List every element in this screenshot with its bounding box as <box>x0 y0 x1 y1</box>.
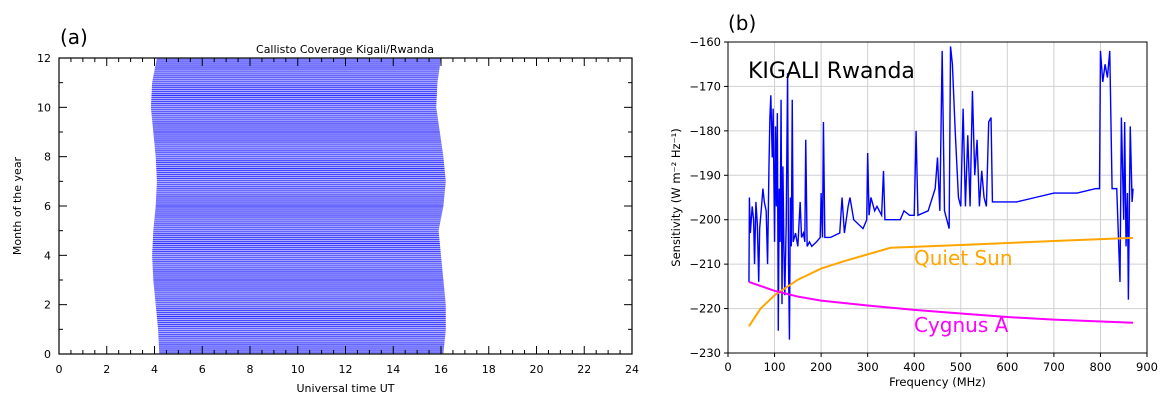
y-tick-label: −210 <box>689 257 721 271</box>
x-tick-label: 300 <box>857 360 879 374</box>
x-tick-label: 6 <box>199 363 206 376</box>
series-line-kigali-spectrum <box>748 46 1134 340</box>
x-tick-label: 4 <box>151 363 158 376</box>
y-axis-label-a: Month of the year <box>11 156 24 255</box>
x-tick-label: 0 <box>56 363 63 376</box>
y-tick-label: 12 <box>37 52 51 65</box>
y-axis-label-b: Sensitivity (W m⁻² Hz⁻¹) <box>669 128 683 266</box>
x-tick-label: 18 <box>482 363 496 376</box>
y-tick-label: −230 <box>689 346 721 360</box>
x-tick-label: 500 <box>950 360 972 374</box>
annotation-kigali-rwanda: KIGALI Rwanda <box>748 59 915 84</box>
series-line-quiet-sun <box>748 236 1134 327</box>
chart-title-a: Callisto Coverage Kigali/Rwanda <box>256 43 434 56</box>
y-tick-label: 0 <box>44 348 51 361</box>
plot-frame-b <box>727 41 1148 354</box>
x-axis-label-b: Frequency (MHz) <box>889 375 986 389</box>
x-tick-label: 700 <box>1043 360 1065 374</box>
panel-label-a: (a) <box>60 25 88 49</box>
y-tick-label: 4 <box>44 249 51 262</box>
x-tick-label: 20 <box>530 363 544 376</box>
x-tick-label: 8 <box>247 363 254 376</box>
x-tick-label: 24 <box>625 363 639 376</box>
x-tick-label: 200 <box>810 360 832 374</box>
y-tick-label: −170 <box>689 79 721 93</box>
y-tick-label: −220 <box>689 302 721 316</box>
y-tick-label: −160 <box>689 35 721 49</box>
y-tick-label: −200 <box>689 213 721 227</box>
x-tick-label: 12 <box>339 363 353 376</box>
y-tick-label: 6 <box>44 200 51 213</box>
x-tick-label: 400 <box>903 360 925 374</box>
y-tick-label: 2 <box>44 299 51 312</box>
x-tick-label: 14 <box>386 363 400 376</box>
x-axis-label-a: Universal time UT <box>296 382 394 395</box>
label-quiet-sun: Quiet Sun <box>914 246 1013 270</box>
y-tick-label: −190 <box>689 168 721 182</box>
x-tick-label: 900 <box>1136 360 1158 374</box>
x-tick-label: 600 <box>996 360 1018 374</box>
y-tick-label: −180 <box>689 124 721 138</box>
x-tick-label: 10 <box>291 363 305 376</box>
y-tick-label: 8 <box>44 151 51 164</box>
x-tick-label: 22 <box>577 363 591 376</box>
x-tick-label: 100 <box>764 360 786 374</box>
series-line-cygnus-a <box>748 280 1134 324</box>
x-tick-label: 0 <box>724 360 731 374</box>
y-tick-label: 10 <box>37 101 51 114</box>
x-tick-label: 2 <box>103 363 110 376</box>
x-tick-label: 800 <box>1089 360 1111 374</box>
label-cygnus-a: Cygnus A <box>914 313 1009 337</box>
panel-label-b: (b) <box>728 11 756 35</box>
x-tick-label: 16 <box>434 363 448 376</box>
